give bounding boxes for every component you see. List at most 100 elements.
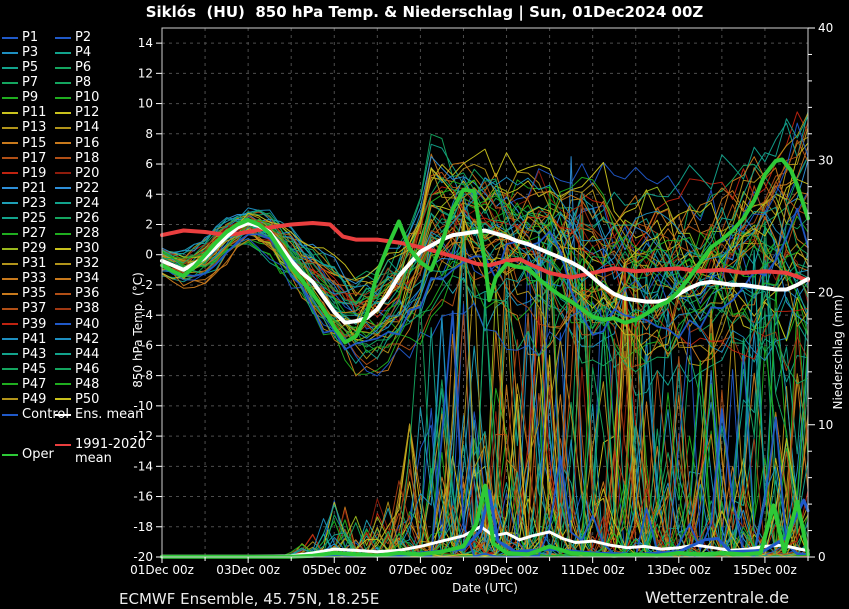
legend-item-p46: P46: [55, 362, 99, 377]
legend-item-p40: P40: [55, 317, 99, 332]
legend-label: P42: [75, 331, 100, 347]
legend-label: P23: [22, 195, 47, 211]
legend-label: P9: [22, 90, 39, 106]
legend-item-p16: P16: [55, 136, 99, 151]
legend-item-control: Control: [2, 407, 69, 422]
ens-mean-precip-line: [160, 525, 810, 558]
x-tick-label: 07Dec 00z: [388, 563, 452, 577]
legend-item-p19: P19: [2, 166, 46, 181]
legend-item-p14: P14: [55, 120, 99, 135]
legend-swatch: [2, 247, 18, 250]
left-tick-label: 14: [138, 36, 153, 50]
legend-swatch: [2, 307, 18, 310]
left-tick-label: -6: [141, 338, 153, 352]
legend-item-p3: P3: [2, 45, 38, 60]
legend-item-p2: P2: [55, 30, 91, 45]
legend-swatch: [55, 443, 71, 446]
legend-swatch: [55, 126, 71, 129]
legend-label: P20: [75, 165, 100, 181]
ensemble-member-temp: [161, 167, 809, 355]
legend-item-p48: P48: [55, 377, 99, 392]
legend-item-p5: P5: [2, 60, 38, 75]
legend-item-p35: P35: [2, 286, 46, 301]
legend-swatch: [2, 398, 18, 401]
legend-label: Ens. mean: [75, 407, 144, 422]
legend-label: P8: [75, 75, 92, 91]
legend-label: P43: [22, 346, 47, 362]
legend-swatch: [2, 277, 18, 280]
legend-item-p50: P50: [55, 392, 99, 407]
legend-swatch: [2, 262, 18, 265]
legend-item-p33: P33: [2, 271, 46, 286]
legend-swatch: [55, 172, 71, 175]
legend-swatch: [2, 338, 18, 341]
legend-label: P6: [75, 60, 92, 76]
legend-swatch: [2, 232, 18, 235]
legend-label: P49: [22, 391, 47, 407]
left-tick-label: 8: [145, 127, 153, 141]
oper-precip-line: [160, 483, 810, 559]
legend-swatch: [55, 368, 71, 371]
right-tick-label: 20: [818, 286, 833, 300]
legend-label: P7: [22, 75, 39, 91]
legend-swatch: [55, 292, 71, 295]
legend-item-p10: P10: [55, 90, 99, 105]
legend-swatch: [55, 262, 71, 265]
legend-label: P24: [75, 195, 100, 211]
legend-label: P29: [22, 241, 47, 257]
x-tick-label: 01Dec 00z: [130, 563, 194, 577]
ensemble-member-temp: [161, 202, 809, 365]
legend-swatch: [55, 277, 71, 280]
legend-swatch: [2, 353, 18, 356]
legend-label: mean: [75, 451, 112, 466]
legend-item-ens-mean: Ens. mean: [55, 407, 143, 422]
right-tick-label: 40: [818, 21, 833, 35]
legend-item-p27: P27: [2, 226, 46, 241]
legend-item-p13: P13: [2, 120, 46, 135]
legend-swatch: [2, 202, 18, 205]
left-tick-label: -18: [133, 520, 153, 534]
legend-swatch: [2, 413, 18, 416]
right-tick-label: 10: [818, 418, 833, 432]
legend-item-p17: P17: [2, 151, 46, 166]
legend-label: P4: [75, 45, 92, 61]
legend-label: P45: [22, 361, 47, 377]
legend-item-p31: P31: [2, 256, 46, 271]
legend-item-p41: P41: [2, 332, 46, 347]
legend-swatch: [2, 453, 18, 456]
legend-swatch: [55, 202, 71, 205]
legend-label: P2: [75, 30, 92, 45]
legend-label: P26: [75, 210, 100, 226]
ensemble-member-temp: [161, 186, 809, 360]
legend-swatch: [55, 142, 71, 145]
legend-item-p12: P12: [55, 105, 99, 120]
legend-item-p23: P23: [2, 196, 46, 211]
ensemble-member-temp: [161, 142, 809, 357]
legend-swatch: [2, 81, 18, 84]
legend-label: P13: [22, 120, 47, 136]
x-tick-label: 09Dec 00z: [475, 563, 539, 577]
legend-item-p47: P47: [2, 377, 46, 392]
legend-swatch: [55, 111, 71, 114]
left-tick-label: -10: [133, 399, 153, 413]
legend-item-oper: Oper: [2, 447, 54, 462]
legend-swatch: [2, 36, 18, 39]
legend-label: P35: [22, 286, 47, 302]
legend-label: P17: [22, 150, 47, 166]
legend-label: P40: [75, 316, 100, 332]
legend-label: P15: [22, 135, 47, 151]
legend-item-p1: P1: [2, 30, 38, 45]
legend-label: P28: [75, 226, 100, 242]
legend-label: P5: [22, 60, 39, 76]
legend-label: P25: [22, 210, 47, 226]
legend-swatch: [2, 368, 18, 371]
legend-item-p28: P28: [55, 226, 99, 241]
ensemble-member-temp: [161, 219, 809, 354]
legend-label: P11: [22, 105, 47, 121]
x-tick-label: 15Dec 00z: [733, 563, 797, 577]
legend-swatch: [55, 413, 71, 416]
legend-item-p22: P22: [55, 181, 99, 196]
legend-item-p11: P11: [2, 105, 46, 120]
legend-item-p29: P29: [2, 241, 46, 256]
